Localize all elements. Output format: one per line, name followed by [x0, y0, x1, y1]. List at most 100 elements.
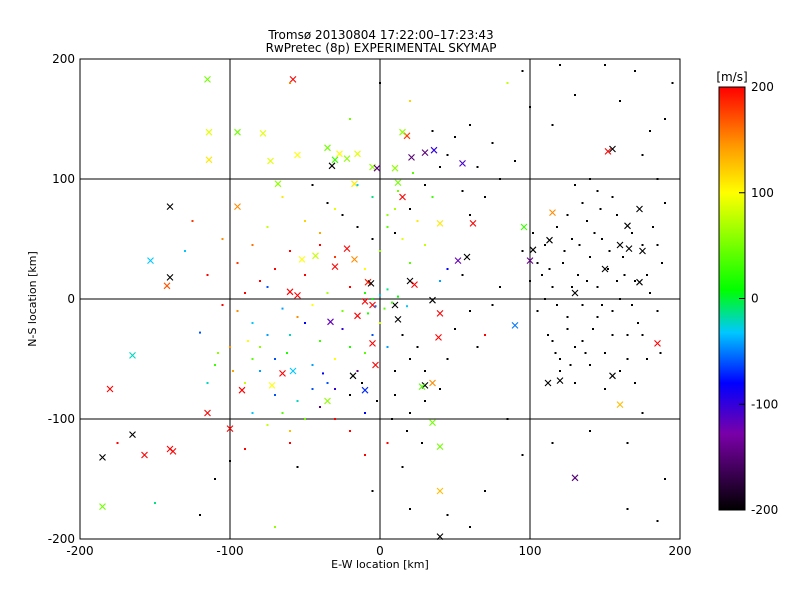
data-point-dot: [559, 370, 561, 372]
data-point-dot: [304, 274, 306, 276]
data-point-x-marker: [294, 151, 301, 159]
data-point-dot: [556, 304, 558, 306]
data-point-dot: [604, 64, 606, 66]
data-point-dot: [476, 166, 479, 168]
data-point-dot: [649, 130, 651, 132]
data-point-x-marker: [399, 128, 406, 136]
data-point-dot: [491, 142, 494, 144]
data-point-dot: [206, 382, 209, 384]
data-point-dot: [296, 400, 299, 402]
data-point-x-marker: [354, 150, 361, 158]
data-point-dot: [232, 370, 234, 372]
plot-grid: [80, 59, 680, 539]
data-point-x-marker: [166, 203, 174, 210]
data-point-x-marker: [349, 372, 357, 380]
data-point-dot: [574, 346, 576, 348]
data-point-dot: [634, 70, 636, 72]
data-point-dot: [394, 370, 396, 372]
data-point-dot: [409, 358, 411, 360]
data-point-dot: [641, 244, 644, 246]
data-point-dot: [416, 346, 419, 348]
data-point-dot: [371, 196, 374, 198]
data-point-x-marker: [99, 503, 106, 510]
colorbar-tick-label: 100: [751, 186, 774, 200]
data-point-dot: [386, 288, 389, 291]
data-point-dot: [562, 262, 564, 264]
data-point-x-marker: [336, 150, 343, 158]
data-point-dot: [266, 424, 269, 426]
data-point-dot: [281, 307, 284, 310]
data-point-dot: [386, 214, 389, 216]
data-point-x-marker: [625, 245, 633, 252]
data-point-dot: [386, 226, 389, 228]
data-point-dot: [577, 274, 579, 276]
data-point-dot: [374, 305, 377, 308]
data-point-dot: [409, 262, 411, 264]
data-point-x-marker: [430, 146, 438, 154]
data-point-x-marker: [268, 382, 276, 389]
data-point-dot: [656, 310, 659, 312]
data-point-dot: [266, 286, 269, 288]
colorbar-tick-label: -100: [751, 397, 778, 411]
data-point-dot: [566, 316, 569, 318]
data-point-dot: [604, 388, 606, 390]
y-tick-label: -200: [48, 532, 75, 546]
data-point-x-marker: [654, 340, 661, 347]
data-point-dot: [563, 250, 566, 252]
data-point-x-marker: [298, 256, 306, 263]
data-point-x-marker: [436, 310, 444, 317]
data-point-dot: [529, 280, 531, 282]
data-point-dot: [326, 202, 329, 204]
data-point-dot: [551, 340, 554, 342]
data-point-dot: [334, 256, 336, 258]
data-point-dot: [521, 250, 524, 252]
data-point-x-marker: [601, 265, 609, 273]
data-point-dot: [244, 382, 246, 384]
data-point-dot: [154, 502, 156, 504]
data-point-dot: [326, 382, 329, 384]
data-point-x-marker: [204, 76, 211, 83]
data-point-x-marker: [549, 209, 556, 216]
data-point-dot: [334, 388, 336, 390]
data-point-dot: [631, 232, 633, 234]
y-tick-label: 200: [52, 52, 75, 66]
data-point-x-marker: [147, 257, 154, 264]
data-point-dot: [364, 352, 366, 354]
data-point-dot: [631, 304, 633, 306]
data-point-x-marker: [106, 385, 114, 393]
data-point-dot: [247, 340, 249, 342]
data-point-dot: [616, 280, 618, 282]
data-point-dot: [619, 298, 621, 300]
data-point-dot: [376, 400, 378, 402]
data-point-dot: [569, 364, 572, 366]
data-point-dot: [406, 430, 408, 432]
data-point-dot: [364, 268, 366, 270]
data-point-dot: [544, 244, 546, 246]
data-point-x-marker: [324, 397, 331, 405]
colorbar-tick-label: 200: [751, 80, 774, 94]
data-point-dot: [581, 304, 584, 306]
data-point-dot: [289, 82, 291, 84]
data-point-dot: [536, 310, 539, 312]
data-point-dot: [611, 196, 614, 198]
data-point-dot: [289, 334, 291, 336]
data-point-dot: [566, 214, 569, 216]
data-point-dot: [311, 364, 314, 366]
data-point-dot: [391, 301, 393, 304]
data-point-dot: [311, 304, 314, 306]
chart-subtitle: RwPretec (8p) EXPERIMENTAL SKYMAP: [266, 41, 497, 55]
data-point-dot: [541, 274, 543, 276]
data-point-x-marker: [141, 451, 148, 459]
data-point-dot: [421, 442, 423, 444]
data-point-dot: [401, 466, 404, 468]
data-point-x-marker: [469, 220, 477, 227]
data-point-dot: [574, 382, 576, 384]
data-point-dot: [571, 238, 573, 240]
data-point-x-marker: [274, 180, 282, 188]
data-point-dot: [611, 310, 614, 312]
data-point-dot: [259, 370, 261, 372]
data-point-dot: [319, 244, 321, 246]
data-point-dot: [586, 220, 588, 222]
data-point-dot: [311, 184, 314, 186]
data-point-dot: [454, 136, 456, 138]
